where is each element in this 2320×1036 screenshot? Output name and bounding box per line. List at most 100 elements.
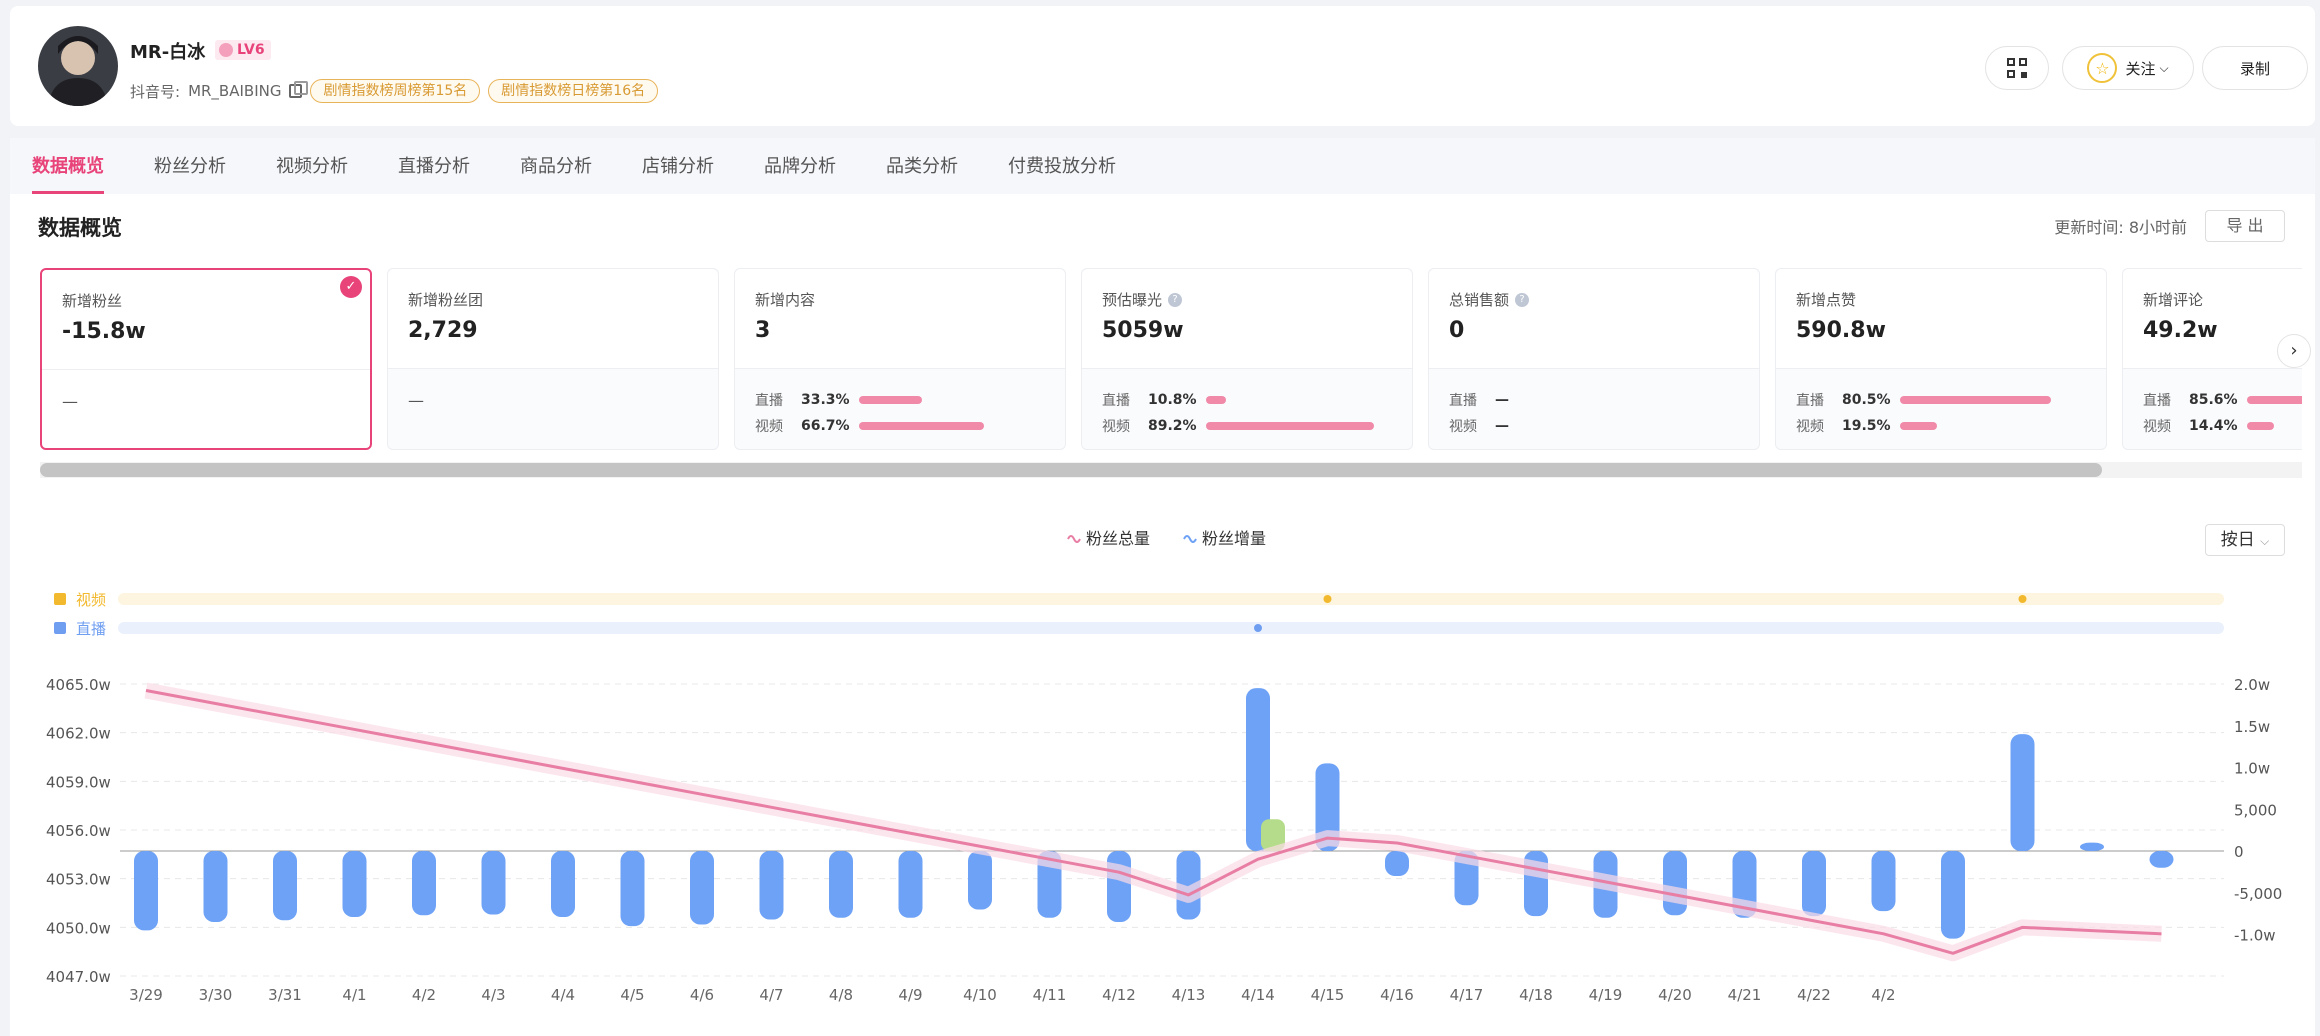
- metric-card[interactable]: 新增粉丝团 2,729 —: [387, 268, 719, 450]
- metric-card[interactable]: 新增评论 49.2w 直播 85.6% 视频 14.4%: [2122, 268, 2302, 450]
- card-value: 2,729: [408, 318, 478, 343]
- fans-increment-bar: [759, 851, 784, 920]
- x-axis-tick: 4/8: [829, 986, 853, 1004]
- card-detail-value: —: [62, 392, 78, 411]
- share-row: 直播 —: [1449, 387, 1739, 413]
- metric-card[interactable]: 总销售额? 0 直播 — 视频 —: [1428, 268, 1760, 450]
- fans-increment-bar: [203, 851, 228, 922]
- x-axis-tick: 4/16: [1380, 986, 1414, 1004]
- event-dot: [1323, 595, 1332, 603]
- level-text: LV6: [237, 42, 265, 58]
- tab-5[interactable]: 店铺分析: [642, 156, 714, 177]
- share-pct: 10.8%: [1148, 392, 1197, 408]
- tab-7[interactable]: 品类分析: [886, 156, 958, 177]
- fans-increment-bar: [1663, 851, 1687, 916]
- x-axis-tick: 4/2: [1871, 986, 1895, 1004]
- help-icon[interactable]: ?: [1168, 292, 1183, 307]
- fans-increment-bar: [1802, 851, 1826, 917]
- douyin-id-row: 抖音号: MR_BAIBING 剧情指数榜周榜第15名 剧情指数榜日榜第16名: [130, 79, 659, 103]
- x-axis-tick: 4/2: [412, 986, 436, 1004]
- granularity-select[interactable]: 按日 ⌵: [2205, 524, 2285, 556]
- pig-icon: [219, 43, 233, 57]
- event-row-icon: [54, 593, 66, 605]
- avatar[interactable]: [38, 26, 118, 106]
- fans-increment-bar: [1732, 851, 1757, 918]
- metric-card[interactable]: 新增粉丝 -15.8w — ✓: [40, 268, 372, 450]
- export-button[interactable]: 导 出: [2205, 210, 2285, 242]
- x-axis-tick: 4/13: [1172, 986, 1206, 1004]
- fans-increment-bar: [2080, 842, 2104, 851]
- share-name: 直播: [2143, 393, 2171, 409]
- card-detail: 直播 80.5% 视频 19.5%: [1776, 369, 2106, 439]
- tab-8[interactable]: 付费投放分析: [1008, 156, 1116, 177]
- cards-scrollbar[interactable]: [40, 462, 2302, 478]
- share-pct: 19.5%: [1842, 418, 1891, 434]
- fans-increment-bar: [1037, 851, 1062, 918]
- cards-next-button[interactable]: ›: [2277, 334, 2311, 368]
- tab-0[interactable]: 数据概览: [10, 138, 132, 194]
- share-row: 直播 85.6%: [2143, 387, 2302, 413]
- scrollbar-thumb[interactable]: [40, 463, 2102, 477]
- right-axis-tick: -1.0w: [2234, 927, 2276, 945]
- metric-card[interactable]: 预估曝光? 5059w 直播 10.8% 视频 89.2%: [1081, 268, 1413, 450]
- x-axis-tick: 4/14: [1241, 986, 1275, 1004]
- event-row-track: [118, 622, 2224, 634]
- card-detail: —: [388, 369, 718, 410]
- qr-code-button[interactable]: [1985, 46, 2049, 90]
- copy-icon[interactable]: [289, 81, 309, 98]
- share-name: 视频: [1796, 419, 1824, 435]
- tab-1[interactable]: 粉丝分析: [154, 156, 226, 177]
- x-axis-tick: 4/5: [620, 986, 644, 1004]
- metric-card[interactable]: 新增内容 3 直播 33.3% 视频 66.7%: [734, 268, 1066, 450]
- tab-3[interactable]: 直播分析: [398, 156, 470, 177]
- share-name: 视频: [1449, 419, 1477, 435]
- x-axis-tick: 4/3: [481, 986, 505, 1004]
- share-bar: [1206, 422, 1374, 430]
- x-axis-tick: 4/20: [1658, 986, 1692, 1004]
- legend-label: 粉丝增量: [1202, 529, 1266, 548]
- rank-badge-daily[interactable]: 剧情指数榜日榜第16名: [488, 79, 659, 103]
- fans-increment-bar: [1315, 763, 1340, 851]
- card-header: 新增内容 3: [735, 269, 1065, 369]
- update-label: 更新时间:: [2054, 218, 2124, 237]
- x-axis-tick: 4/9: [898, 986, 922, 1004]
- share-name: 视频: [1102, 419, 1130, 435]
- fans-increment-bar: [481, 851, 506, 915]
- left-axis-tick: 4053.0w: [46, 871, 111, 889]
- x-axis-tick: 3/30: [199, 986, 233, 1004]
- help-icon[interactable]: ?: [1515, 292, 1530, 307]
- event-row-label: 直播: [76, 620, 106, 638]
- card-value: 0: [1449, 318, 1465, 343]
- chevron-right-icon: ›: [2290, 340, 2298, 361]
- metric-card[interactable]: 新增点赞 590.8w 直播 80.5% 视频 19.5%: [1775, 268, 2107, 450]
- tab-6[interactable]: 品牌分析: [764, 156, 836, 177]
- card-header: 新增粉丝团 2,729: [388, 269, 718, 369]
- user-name: MR-白冰: [130, 42, 206, 63]
- card-label-text: 新增粉丝团: [408, 291, 484, 309]
- follow-button[interactable]: ☆ 关注 ⌵: [2062, 46, 2194, 90]
- fans-increment-bar: [1454, 851, 1479, 906]
- x-axis-tick: 4/10: [963, 986, 997, 1004]
- event-dot: [2018, 595, 2027, 603]
- fans-increment-bar: [1107, 851, 1131, 922]
- share-pct: 80.5%: [1842, 392, 1891, 408]
- record-button[interactable]: 录制: [2202, 46, 2308, 90]
- card-label-text: 总销售额: [1449, 291, 1510, 309]
- card-label-text: 预估曝光: [1102, 291, 1163, 309]
- x-axis-tick: 4/6: [690, 986, 714, 1004]
- tab-2[interactable]: 视频分析: [276, 156, 348, 177]
- x-axis-tick: 4/17: [1450, 986, 1484, 1004]
- share-bar: [2247, 422, 2275, 430]
- fans-increment-bar: [898, 851, 923, 918]
- legend-swatch: [1183, 535, 1197, 543]
- x-axis-tick: 4/4: [551, 986, 575, 1004]
- left-axis-tick: 4065.0w: [46, 676, 111, 694]
- tab-4[interactable]: 商品分析: [520, 156, 592, 177]
- rank-badge-weekly[interactable]: 剧情指数榜周榜第15名: [310, 79, 481, 103]
- x-axis-tick: 4/19: [1589, 986, 1623, 1004]
- x-axis-tick: 4/15: [1311, 986, 1345, 1004]
- card-header: 新增粉丝 -15.8w: [42, 270, 370, 370]
- fans-increment-bar: [2010, 734, 2035, 851]
- card-label: 新增粉丝: [62, 290, 350, 311]
- douyin-id-label: 抖音号:: [130, 82, 181, 101]
